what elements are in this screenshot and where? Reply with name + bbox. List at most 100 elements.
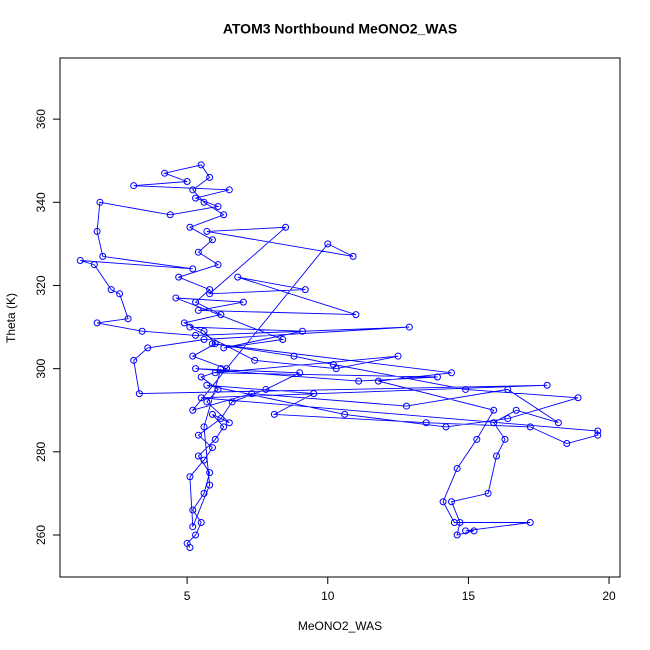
data-point — [504, 415, 512, 423]
data-point — [203, 381, 211, 389]
y-tick-label: 260 — [34, 525, 48, 545]
data-point — [189, 406, 197, 414]
data-point — [124, 315, 132, 323]
data-point — [484, 489, 492, 497]
data-point — [462, 527, 470, 535]
data-point — [543, 381, 551, 389]
x-tick-label: 5 — [184, 589, 191, 603]
data-point — [197, 161, 205, 169]
y-axis-label: Theta (K) — [4, 293, 18, 343]
data-point — [403, 402, 411, 410]
x-tick-label: 15 — [462, 589, 476, 603]
data-point — [208, 444, 216, 452]
data-point — [138, 327, 146, 335]
data-point — [200, 423, 208, 431]
data-point — [473, 435, 481, 443]
data-point — [594, 427, 602, 435]
data-point — [270, 410, 278, 418]
data-point — [324, 240, 332, 248]
data-point — [197, 373, 205, 381]
data-point — [194, 431, 202, 439]
data-point — [175, 273, 183, 281]
data-point — [448, 498, 456, 506]
data-point — [203, 398, 211, 406]
chart-title: ATOM3 Northbound MeONO2_WAS — [223, 21, 457, 37]
data-point — [217, 311, 225, 319]
data-point — [200, 336, 208, 344]
data-point — [93, 319, 101, 327]
data-point — [206, 173, 214, 181]
data-point — [200, 198, 208, 206]
data-point — [208, 236, 216, 244]
data-point — [594, 431, 602, 439]
data-point — [93, 227, 101, 235]
data-point — [501, 435, 509, 443]
data-point — [192, 331, 200, 339]
x-tick-label: 20 — [602, 589, 616, 603]
data-point — [189, 523, 197, 531]
data-point — [206, 286, 214, 294]
data-point — [189, 186, 197, 194]
data-point — [248, 390, 256, 398]
data-point — [189, 506, 197, 514]
data-point — [217, 415, 225, 423]
data-point — [135, 390, 143, 398]
data-point — [192, 531, 200, 539]
data-point — [214, 202, 222, 210]
data-point — [470, 527, 478, 535]
data-point — [228, 398, 236, 406]
data-point — [183, 178, 191, 186]
data-point — [192, 365, 200, 373]
data-point — [116, 290, 124, 298]
data-point — [211, 435, 219, 443]
data-point — [194, 452, 202, 460]
data-point — [200, 327, 208, 335]
data-point — [234, 273, 242, 281]
data-point — [456, 519, 464, 527]
data-point — [192, 194, 200, 202]
y-tick-label: 300 — [34, 358, 48, 378]
data-point — [225, 419, 233, 427]
data-point — [526, 519, 534, 527]
data-point — [563, 440, 571, 448]
data-point — [490, 406, 498, 414]
data-point — [554, 419, 562, 427]
data-point — [211, 340, 219, 348]
data-point — [172, 294, 180, 302]
data-point — [130, 356, 138, 364]
data-point — [206, 290, 214, 298]
data-point — [493, 452, 501, 460]
data-point — [197, 394, 205, 402]
data-point — [422, 419, 430, 427]
data-point — [298, 327, 306, 335]
data-point — [189, 352, 197, 360]
data-point — [217, 365, 225, 373]
data-point — [194, 248, 202, 256]
data-point — [208, 340, 216, 348]
data-point — [405, 323, 413, 331]
data-point — [301, 286, 309, 294]
data-point — [251, 356, 259, 364]
y-tick-label: 360 — [34, 109, 48, 129]
data-point — [206, 481, 214, 489]
data-point — [130, 182, 138, 190]
y-tick-label: 340 — [34, 192, 48, 212]
data-point — [180, 319, 188, 327]
data-point — [574, 394, 582, 402]
data-point — [462, 385, 470, 393]
y-tick-label: 280 — [34, 441, 48, 461]
data-point — [341, 410, 349, 418]
data-point — [220, 344, 228, 352]
data-point — [433, 373, 441, 381]
data-point — [355, 377, 363, 385]
data-point — [166, 211, 174, 219]
data-point — [239, 298, 247, 306]
y-tick-label: 320 — [34, 275, 48, 295]
data-point — [144, 344, 152, 352]
data-point — [490, 419, 498, 427]
data-point — [504, 385, 512, 393]
data-point — [107, 286, 115, 294]
data-point — [442, 423, 450, 431]
data-point — [90, 261, 98, 269]
